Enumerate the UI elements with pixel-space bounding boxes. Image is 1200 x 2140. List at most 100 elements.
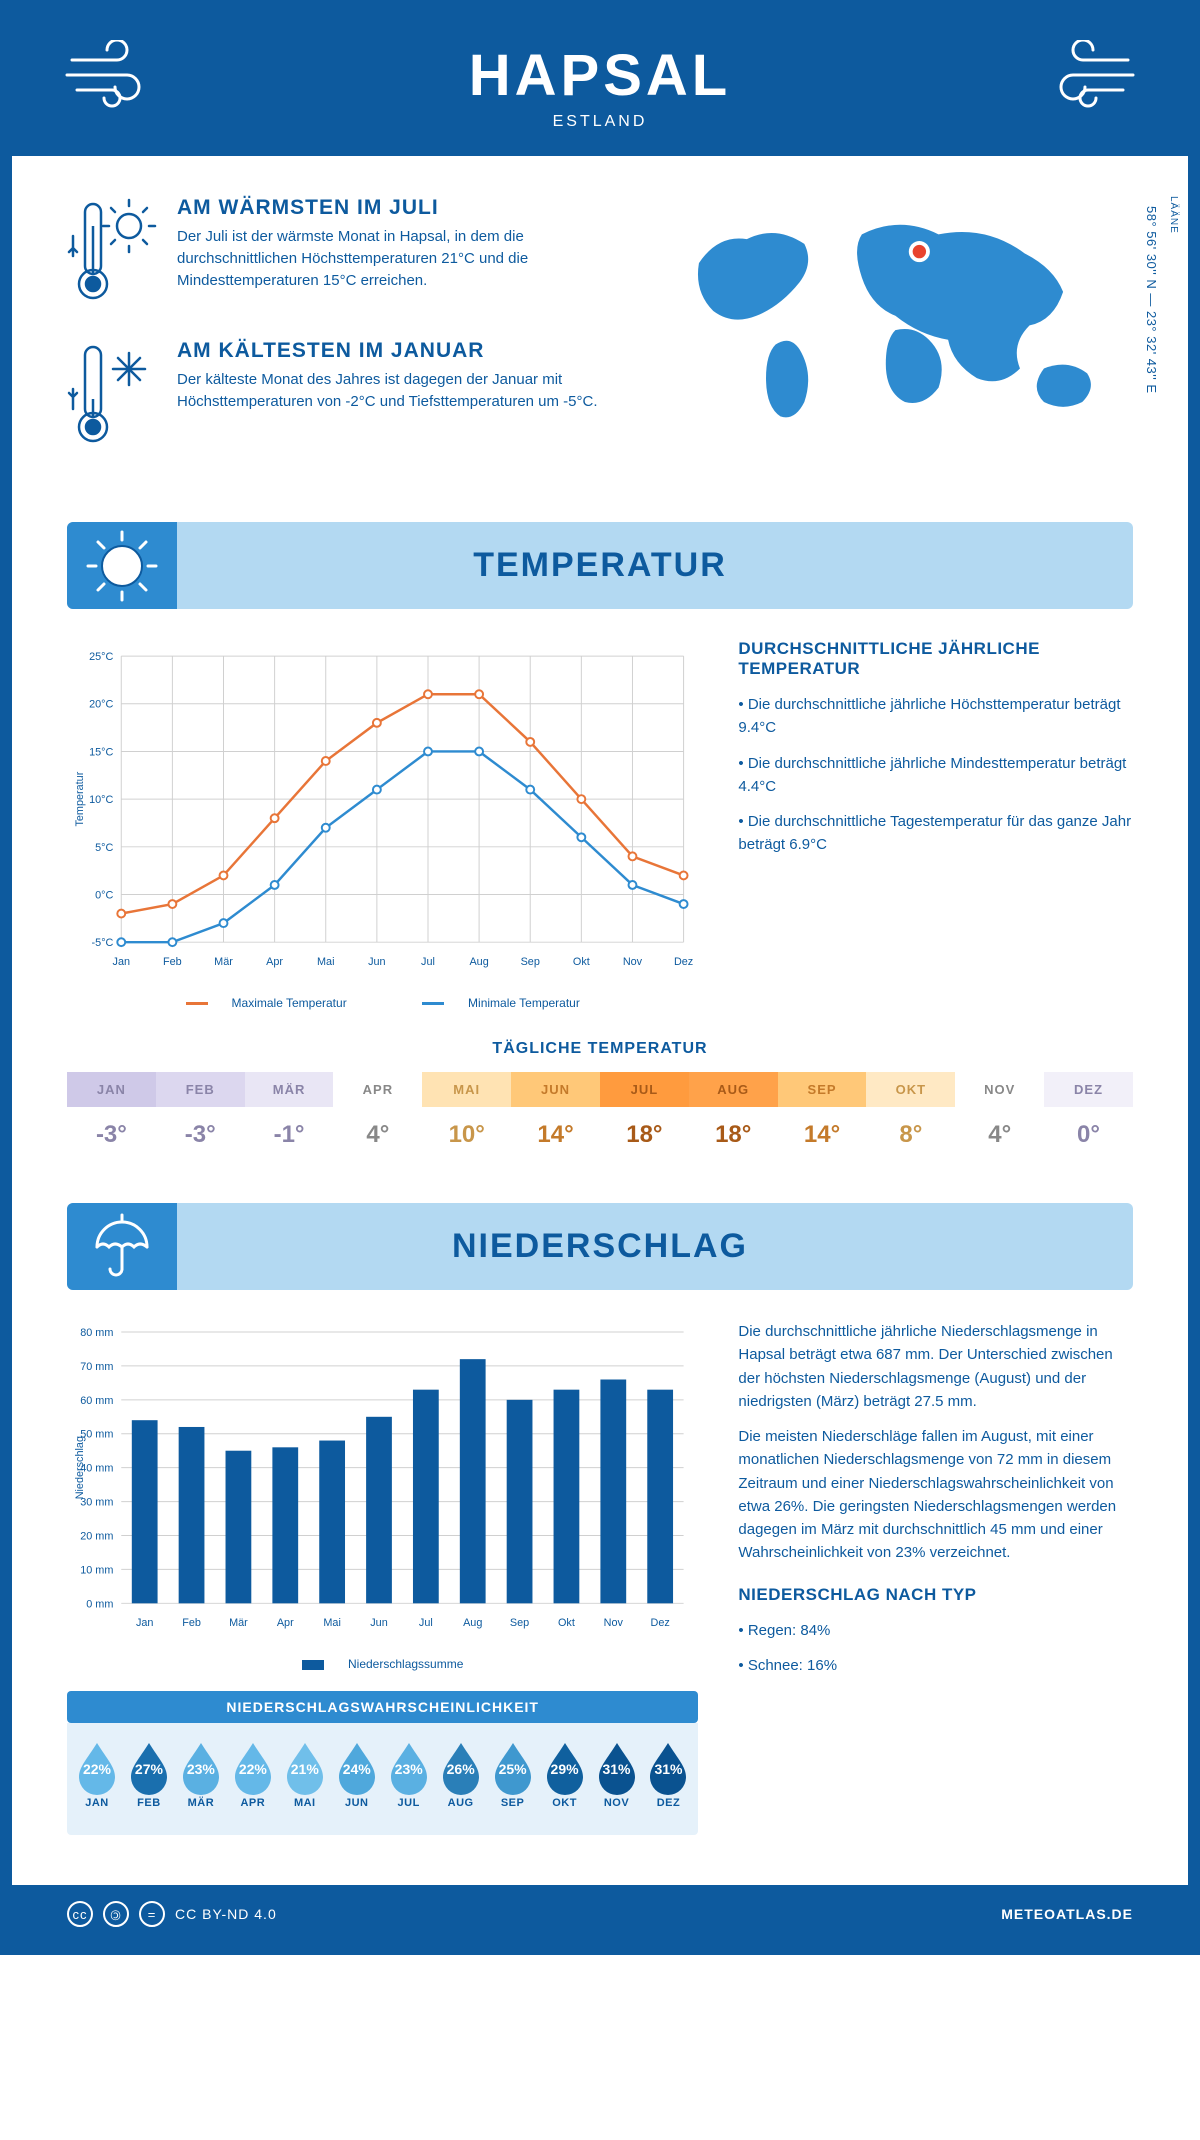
precip-para-1: Die durchschnittliche jährliche Niedersc…	[738, 1320, 1133, 1413]
temperature-banner: TEMPERATUR	[67, 522, 1133, 609]
thermometer-snow-icon	[67, 339, 157, 454]
svg-text:Mai: Mai	[317, 956, 334, 968]
footer: cc 🄯 = CC BY-ND 4.0 METEOATLAS.DE	[12, 1885, 1188, 1943]
probability-drop: 26%AUG	[435, 1739, 487, 1827]
precip-type-point: Regen: 84%	[738, 1619, 1133, 1642]
svg-text:Jan: Jan	[136, 1617, 153, 1629]
probability-drop: 23%JUL	[383, 1739, 435, 1827]
svg-text:Aug: Aug	[463, 1617, 482, 1629]
daily-temp-cell: SEP 14°	[778, 1072, 867, 1163]
country-subtitle: ESTLAND	[72, 113, 1128, 131]
svg-text:10°C: 10°C	[89, 794, 113, 806]
coldest-body: Der kälteste Monat des Jahres ist dagege…	[177, 369, 627, 413]
svg-text:Mai: Mai	[323, 1617, 340, 1629]
probability-drop: 31%NOV	[591, 1739, 643, 1827]
daily-temp-cell: FEB -3°	[156, 1072, 245, 1163]
svg-text:Dez: Dez	[651, 1617, 670, 1629]
precipitation-probability-drops: 22%JAN 27%FEB 23%MÄR 22%APR 21%MAI 24%JU…	[67, 1723, 698, 1835]
probability-drop: 22%JAN	[71, 1739, 123, 1827]
svg-text:Jul: Jul	[419, 1617, 433, 1629]
warmest-title: AM WÄRMSTEN IM JULI	[177, 196, 627, 220]
svg-text:Jun: Jun	[370, 1617, 387, 1629]
svg-text:10 mm: 10 mm	[80, 1564, 113, 1576]
svg-text:Mär: Mär	[229, 1617, 248, 1629]
svg-text:80 mm: 80 mm	[80, 1327, 113, 1339]
daily-temperature-title: TÄGLICHE TEMPERATUR	[67, 1040, 1133, 1058]
probability-drop: 25%SEP	[487, 1739, 539, 1827]
precipitation-legend: Niederschlagssumme	[67, 1657, 698, 1671]
svg-text:Sep: Sep	[510, 1617, 529, 1629]
header: HAPSAL ESTLAND	[12, 12, 1188, 156]
precip-type-title: NIEDERSCHLAG NACH TYP	[738, 1585, 1133, 1605]
coordinates: 58° 56' 30'' N — 23° 32' 43'' E	[1144, 206, 1159, 394]
svg-text:Okt: Okt	[558, 1617, 575, 1629]
umbrella-icon	[67, 1203, 177, 1290]
cc-icon: cc	[67, 1901, 93, 1927]
license-block: cc 🄯 = CC BY-ND 4.0	[67, 1901, 277, 1927]
precipitation-chart: 0 mm10 mm20 mm30 mm40 mm50 mm60 mm70 mm8…	[67, 1320, 698, 1835]
precipitation-banner: NIEDERSCHLAG	[67, 1203, 1133, 1290]
daily-temp-cell: OKT 8°	[866, 1072, 955, 1163]
svg-text:Jul: Jul	[421, 956, 435, 968]
svg-text:60 mm: 60 mm	[80, 1395, 113, 1407]
summary-point: Die durchschnittliche jährliche Mindestt…	[738, 752, 1133, 799]
coldest-title: AM KÄLTESTEN IM JANUAR	[177, 339, 627, 363]
precip-para-2: Die meisten Niederschläge fallen im Augu…	[738, 1425, 1133, 1565]
probability-drop: 29%OKT	[539, 1739, 591, 1827]
warmest-fact: AM WÄRMSTEN IM JULI Der Juli ist der wär…	[67, 196, 627, 311]
svg-text:Dez: Dez	[674, 956, 693, 968]
svg-text:25°C: 25°C	[89, 651, 113, 663]
svg-text:Niederschlag: Niederschlag	[74, 1436, 86, 1499]
svg-text:Jan: Jan	[113, 956, 130, 968]
temperature-summary: DURCHSCHNITTLICHE JÄHRLICHE TEMPERATUR D…	[738, 639, 1133, 1010]
svg-text:Nov: Nov	[623, 956, 643, 968]
precipitation-probability-title: NIEDERSCHLAGSWAHRSCHEINLICHKEIT	[67, 1691, 698, 1723]
svg-text:Apr: Apr	[277, 1617, 294, 1629]
daily-temp-cell: JUL 18°	[600, 1072, 689, 1163]
svg-text:Okt: Okt	[573, 956, 590, 968]
svg-text:Feb: Feb	[182, 1617, 201, 1629]
probability-drop: 23%MÄR	[175, 1739, 227, 1827]
probability-drop: 21%MAI	[279, 1739, 331, 1827]
site-credit: METEOATLAS.DE	[1001, 1906, 1133, 1922]
precipitation-banner-label: NIEDERSCHLAG	[452, 1227, 748, 1265]
probability-drop: 31%DEZ	[642, 1739, 694, 1827]
daily-temp-cell: AUG 18°	[689, 1072, 778, 1163]
daily-temp-cell: NOV 4°	[955, 1072, 1044, 1163]
daily-temp-cell: APR 4°	[333, 1072, 422, 1163]
probability-drop: 27%FEB	[123, 1739, 175, 1827]
precip-type-point: Schnee: 16%	[738, 1654, 1133, 1677]
by-icon: 🄯	[103, 1901, 129, 1927]
summary-point: Die durchschnittliche jährliche Höchstte…	[738, 693, 1133, 740]
nd-icon: =	[139, 1901, 165, 1927]
probability-drop: 22%APR	[227, 1739, 279, 1827]
region-label: LÄÄNE	[1168, 196, 1179, 234]
probability-drop: 24%JUN	[331, 1739, 383, 1827]
temperature-chart: -5°C0°C5°C10°C15°C20°C25°CJanFebMärAprMa…	[67, 639, 698, 1010]
daily-temp-cell: JAN -3°	[67, 1072, 156, 1163]
svg-text:Aug: Aug	[469, 956, 488, 968]
temperature-banner-label: TEMPERATUR	[473, 546, 727, 584]
license-text: CC BY-ND 4.0	[175, 1906, 277, 1922]
daily-temp-cell: MÄR -1°	[245, 1072, 334, 1163]
temperature-legend: Maximale Temperatur Minimale Temperatur	[67, 996, 698, 1010]
sun-icon	[67, 522, 177, 609]
svg-text:Mär: Mär	[214, 956, 233, 968]
summary-point: Die durchschnittliche Tagestemperatur fü…	[738, 810, 1133, 857]
daily-temperature-table: JAN -3°FEB -3°MÄR -1°APR 4°MAI 10°JUN 14…	[67, 1072, 1133, 1163]
intro-row: AM WÄRMSTEN IM JULI Der Juli ist der wär…	[67, 196, 1133, 482]
daily-temp-cell: MAI 10°	[422, 1072, 511, 1163]
svg-text:Temperatur: Temperatur	[74, 771, 86, 826]
warmest-body: Der Juli ist der wärmste Monat in Hapsal…	[177, 226, 627, 291]
svg-text:0°C: 0°C	[95, 889, 113, 901]
svg-text:20°C: 20°C	[89, 699, 113, 711]
wind-icon	[1038, 40, 1138, 115]
infographic-page: HAPSAL ESTLAND AM WÄRMSTEN IM JULI Der J…	[0, 0, 1200, 1955]
svg-text:Feb: Feb	[163, 956, 182, 968]
thermometer-sun-icon	[67, 196, 157, 311]
daily-temp-cell: DEZ 0°	[1044, 1072, 1133, 1163]
legend-max: Maximale Temperatur	[232, 996, 347, 1010]
svg-text:-5°C: -5°C	[92, 937, 114, 949]
svg-text:Nov: Nov	[604, 1617, 624, 1629]
svg-text:Apr: Apr	[266, 956, 283, 968]
